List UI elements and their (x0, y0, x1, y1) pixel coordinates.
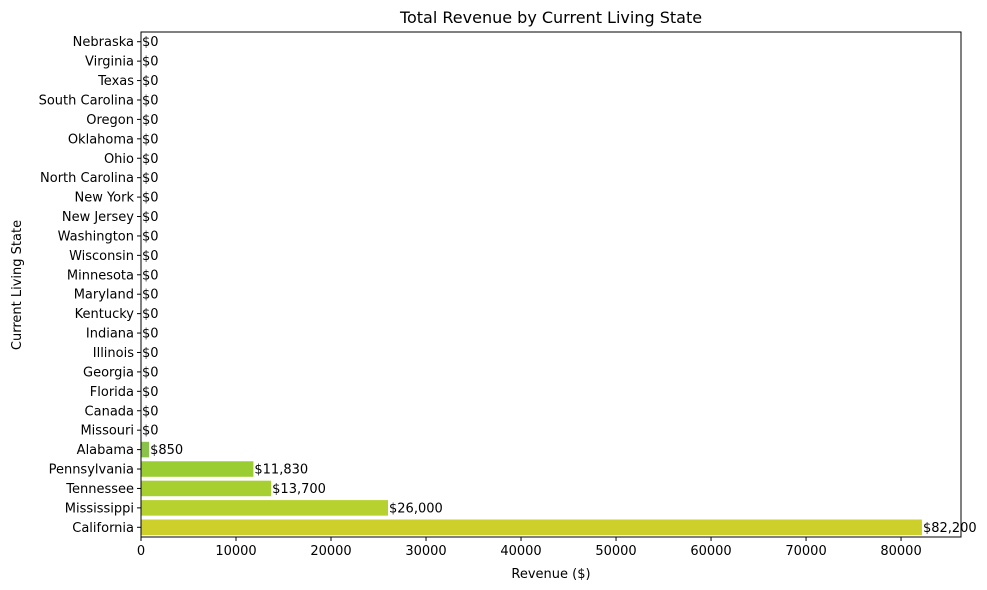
y-tick-label: Ohio (104, 152, 134, 167)
y-tick-label: South Carolina (39, 93, 134, 108)
y-tick-label: Wisconsin (69, 249, 134, 264)
x-tick-label: 30000 (405, 544, 446, 559)
bars-group (141, 441, 922, 536)
x-tick-label: 40000 (500, 544, 541, 559)
y-tick-label: New York (74, 191, 134, 206)
y-tick-label: Indiana (86, 327, 134, 342)
data-label: $850 (150, 443, 183, 458)
y-tick-label: Tennessee (65, 482, 134, 497)
y-tick-label: Illinois (93, 346, 134, 361)
data-label: $26,000 (389, 501, 443, 516)
data-label: $0 (142, 288, 159, 303)
x-tick-label: 10000 (215, 544, 256, 559)
data-label: $0 (142, 93, 159, 108)
data-label: $0 (142, 424, 159, 439)
y-tick-label: Kentucky (75, 307, 135, 322)
data-label: $0 (142, 171, 159, 186)
data-label: $0 (142, 346, 159, 361)
data-label: $0 (142, 74, 159, 89)
bar-mississippi (141, 500, 389, 516)
y-tick-label: Georgia (83, 365, 134, 380)
y-tick-label: Texas (97, 74, 134, 89)
data-label: $0 (142, 191, 159, 206)
bar-tennessee (141, 480, 272, 497)
x-tick-label: 70000 (785, 544, 826, 559)
y-tick-label: Mississippi (65, 501, 134, 516)
data-label: $13,700 (272, 482, 326, 497)
y-tick-label: Florida (90, 385, 134, 400)
data-label: $11,830 (254, 463, 308, 478)
y-tick-label: Virginia (85, 55, 134, 70)
y-tick-label: New Jersey (62, 210, 134, 225)
y-tick-label: Missouri (80, 424, 134, 439)
plot-frame (140, 31, 962, 538)
y-tick-label: Pennsylvania (49, 463, 134, 478)
y-tick-label: Nebraska (73, 35, 134, 50)
y-tick-label: Alabama (77, 443, 134, 458)
bar-alabama (141, 441, 150, 458)
data-label: $0 (142, 307, 159, 322)
y-tick-labels: Nebraska Virginia Texas South Carolina Orego… (39, 35, 141, 536)
data-label: $0 (142, 327, 159, 342)
data-label: $0 (142, 210, 159, 225)
x-tick-labels: 0 10000 20000 30000 40000 50000 60000 70000 8000… (137, 537, 922, 559)
data-label: $82,200 (923, 521, 977, 536)
x-tick-label: 0 (137, 544, 145, 559)
data-label: $0 (142, 113, 159, 128)
data-label: $0 (142, 132, 159, 147)
data-label: $0 (142, 249, 159, 264)
x-tick-label: 60000 (690, 544, 731, 559)
x-axis-label: Revenue ($) (511, 567, 590, 582)
data-labels: $0 $0 $0 $0 $0 $0 $0 $0 $0 $0 $0 $0 $0 $0 $0 $0 $0 $0 $0 $0… (142, 35, 977, 536)
x-tick-label: 80000 (880, 544, 921, 559)
y-tick-label: Canada (85, 404, 134, 419)
y-tick-label: Maryland (74, 288, 134, 303)
data-label: $0 (142, 55, 159, 70)
y-tick-label: California (72, 521, 134, 536)
bar-pennsylvania (141, 461, 254, 477)
data-label: $0 (142, 229, 159, 244)
y-tick-label: Minnesota (67, 268, 134, 283)
data-label: $0 (142, 385, 159, 400)
y-tick-label: Washington (58, 229, 134, 244)
y-tick-label: North Carolina (40, 171, 134, 186)
y-tick-label: Oregon (86, 113, 134, 128)
chart-title: Total Revenue by Current Living State (399, 8, 702, 27)
x-tick-label: 20000 (310, 544, 351, 559)
x-tick-label: 50000 (595, 544, 636, 559)
bar-california (141, 519, 922, 536)
y-axis-label: Current Living State (10, 220, 25, 350)
data-label: $0 (142, 268, 159, 283)
data-label: $0 (142, 35, 159, 50)
data-label: $0 (142, 365, 159, 380)
y-tick-label: Oklahoma (68, 132, 134, 147)
data-label: $0 (142, 404, 159, 419)
data-label: $0 (142, 152, 159, 167)
